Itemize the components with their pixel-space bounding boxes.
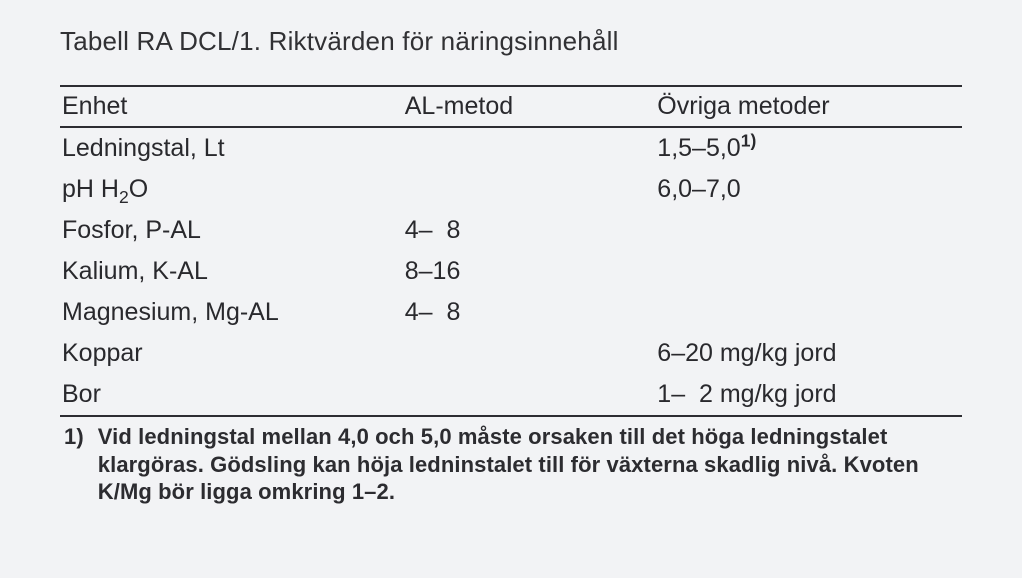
table-row: Fosfor, P-AL4– 8	[60, 210, 962, 251]
nutrient-table: Enhet AL-metod Övriga metoder Ledningsta…	[60, 85, 962, 417]
table-caption: Tabell RA DCL/1. Riktvärden för näringsi…	[60, 26, 962, 57]
col-header-other: Övriga metoder	[655, 86, 962, 127]
cell-al-method: 8–16	[403, 251, 656, 292]
cell-al-method	[403, 333, 656, 374]
cell-unit: Ledningstal, Lt	[60, 127, 403, 169]
cell-other-method	[655, 292, 962, 333]
cell-unit: Bor	[60, 374, 403, 416]
table-row: Kalium, K-AL8–16	[60, 251, 962, 292]
table-header-row: Enhet AL-metod Övriga metoder	[60, 86, 962, 127]
cell-unit: Koppar	[60, 333, 403, 374]
footnote-text: Vid ledningstal mellan 4,0 och 5,0 måste…	[98, 423, 962, 506]
cell-unit: pH H2O	[60, 169, 403, 210]
table-row: Koppar 6–20 mg/kg jord	[60, 333, 962, 374]
page: Tabell RA DCL/1. Riktvärden för näringsi…	[0, 0, 1022, 578]
footnote: 1) Vid ledningstal mellan 4,0 och 5,0 må…	[60, 423, 962, 506]
table-row: pH H2O 6,0–7,0	[60, 169, 962, 210]
cell-other-method	[655, 251, 962, 292]
cell-other-method: 6,0–7,0	[655, 169, 962, 210]
cell-other-method: 1– 2 mg/kg jord	[655, 374, 962, 416]
cell-al-method	[403, 374, 656, 416]
table-body: Ledningstal, Lt1,5–5,01)pH H2O6,0–7,0Fos…	[60, 127, 962, 416]
cell-unit: Fosfor, P-AL	[60, 210, 403, 251]
cell-other-method: 6–20 mg/kg jord	[655, 333, 962, 374]
cell-unit: Kalium, K-AL	[60, 251, 403, 292]
col-header-unit: Enhet	[60, 86, 403, 127]
col-header-al: AL-metod	[403, 86, 656, 127]
cell-other-method: 1,5–5,01)	[655, 127, 962, 169]
cell-al-method	[403, 169, 656, 210]
table-row: Ledningstal, Lt 1,5–5,01)	[60, 127, 962, 169]
cell-al-method: 4– 8	[403, 292, 656, 333]
footnote-marker: 1)	[60, 423, 84, 506]
cell-al-method	[403, 127, 656, 169]
cell-other-method	[655, 210, 962, 251]
cell-unit: Magnesium, Mg-AL	[60, 292, 403, 333]
table-row: Magnesium, Mg-AL4– 8	[60, 292, 962, 333]
cell-al-method: 4– 8	[403, 210, 656, 251]
table-row: Bor 1– 2 mg/kg jord	[60, 374, 962, 416]
